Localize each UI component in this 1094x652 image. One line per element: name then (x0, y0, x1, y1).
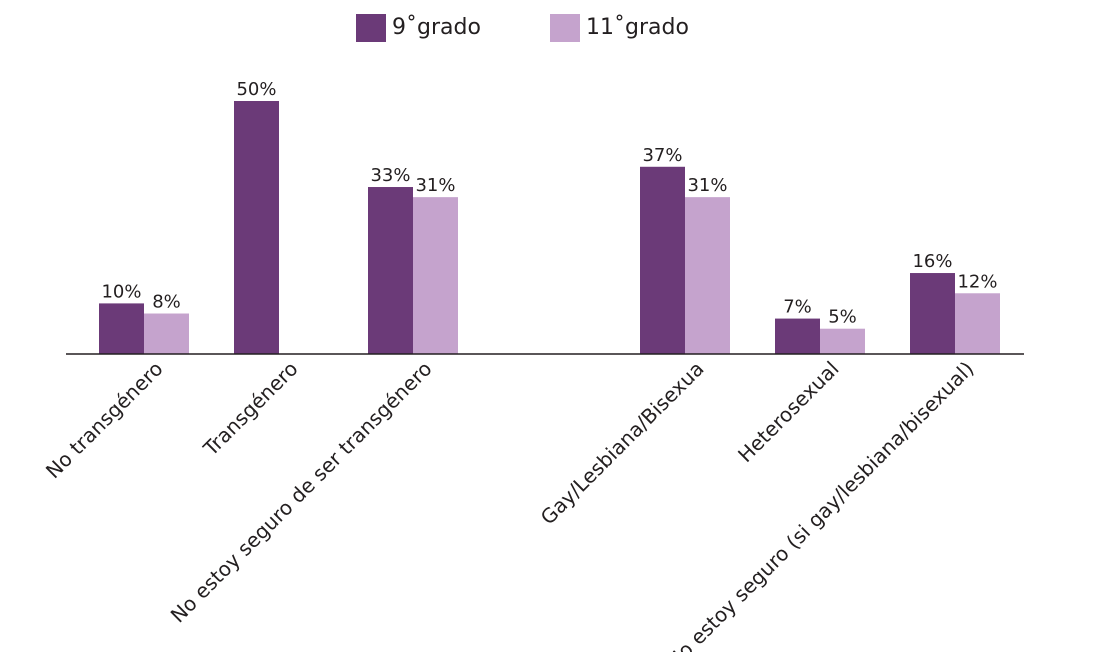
bar-series1-cat2 (413, 197, 458, 354)
value-label-series0-cat1: 50% (236, 79, 276, 100)
bar-series1-cat5 (820, 328, 865, 354)
category-label-1: Transgénero (198, 357, 303, 462)
legend-swatch-11-grado (550, 14, 580, 42)
value-label-series0-cat2: 33% (370, 165, 410, 186)
value-label-series1-cat4: 31% (687, 175, 727, 196)
bar-series0-cat1 (234, 101, 279, 354)
value-label-series0-cat5: 7% (783, 297, 812, 318)
bar-series1-cat6 (955, 293, 1000, 354)
bar-series1-cat4 (685, 197, 730, 354)
category-label-4: Gay/Lesbiana/Bisexua (536, 357, 709, 530)
bar-series0-cat5 (775, 318, 820, 354)
legend-item-9-grado: 9˚grado (356, 14, 481, 42)
bar-series0-cat6 (910, 273, 955, 354)
bar-series0-cat4 (640, 166, 685, 354)
value-label-series1-cat6: 12% (957, 271, 997, 292)
bar-series0-cat2 (368, 187, 413, 354)
legend: 9˚grado 11˚grado (0, 10, 1094, 46)
category-label-6: No estoy seguro (si gay/lesbiana/bisexua… (662, 357, 979, 652)
bars-group (99, 101, 1000, 354)
bar-series1-cat0 (144, 313, 189, 354)
value-label-series0-cat0: 10% (101, 281, 141, 302)
value-label-series1-cat5: 5% (828, 307, 857, 328)
legend-label-11-grado: 11˚grado (586, 15, 689, 40)
legend-label-9-grado: 9˚grado (392, 15, 481, 40)
legend-item-11-grado: 11˚grado (550, 14, 689, 42)
category-label-5: Heterosexual (733, 357, 843, 467)
category-label-2: No estoy seguro de ser transgénero (166, 357, 437, 628)
value-label-series1-cat2: 31% (415, 175, 455, 196)
category-label-0: No transgénero (41, 357, 168, 484)
legend-swatch-9-grado (356, 14, 386, 42)
value-label-series1-cat0: 8% (152, 292, 181, 313)
value-label-series0-cat4: 37% (642, 145, 682, 166)
bar-series0-cat0 (99, 303, 144, 354)
value-labels-group: 10% 8%50%33% 31%37%31%7% 5%16%12% (101, 79, 997, 328)
value-label-series0-cat6: 16% (912, 251, 952, 272)
